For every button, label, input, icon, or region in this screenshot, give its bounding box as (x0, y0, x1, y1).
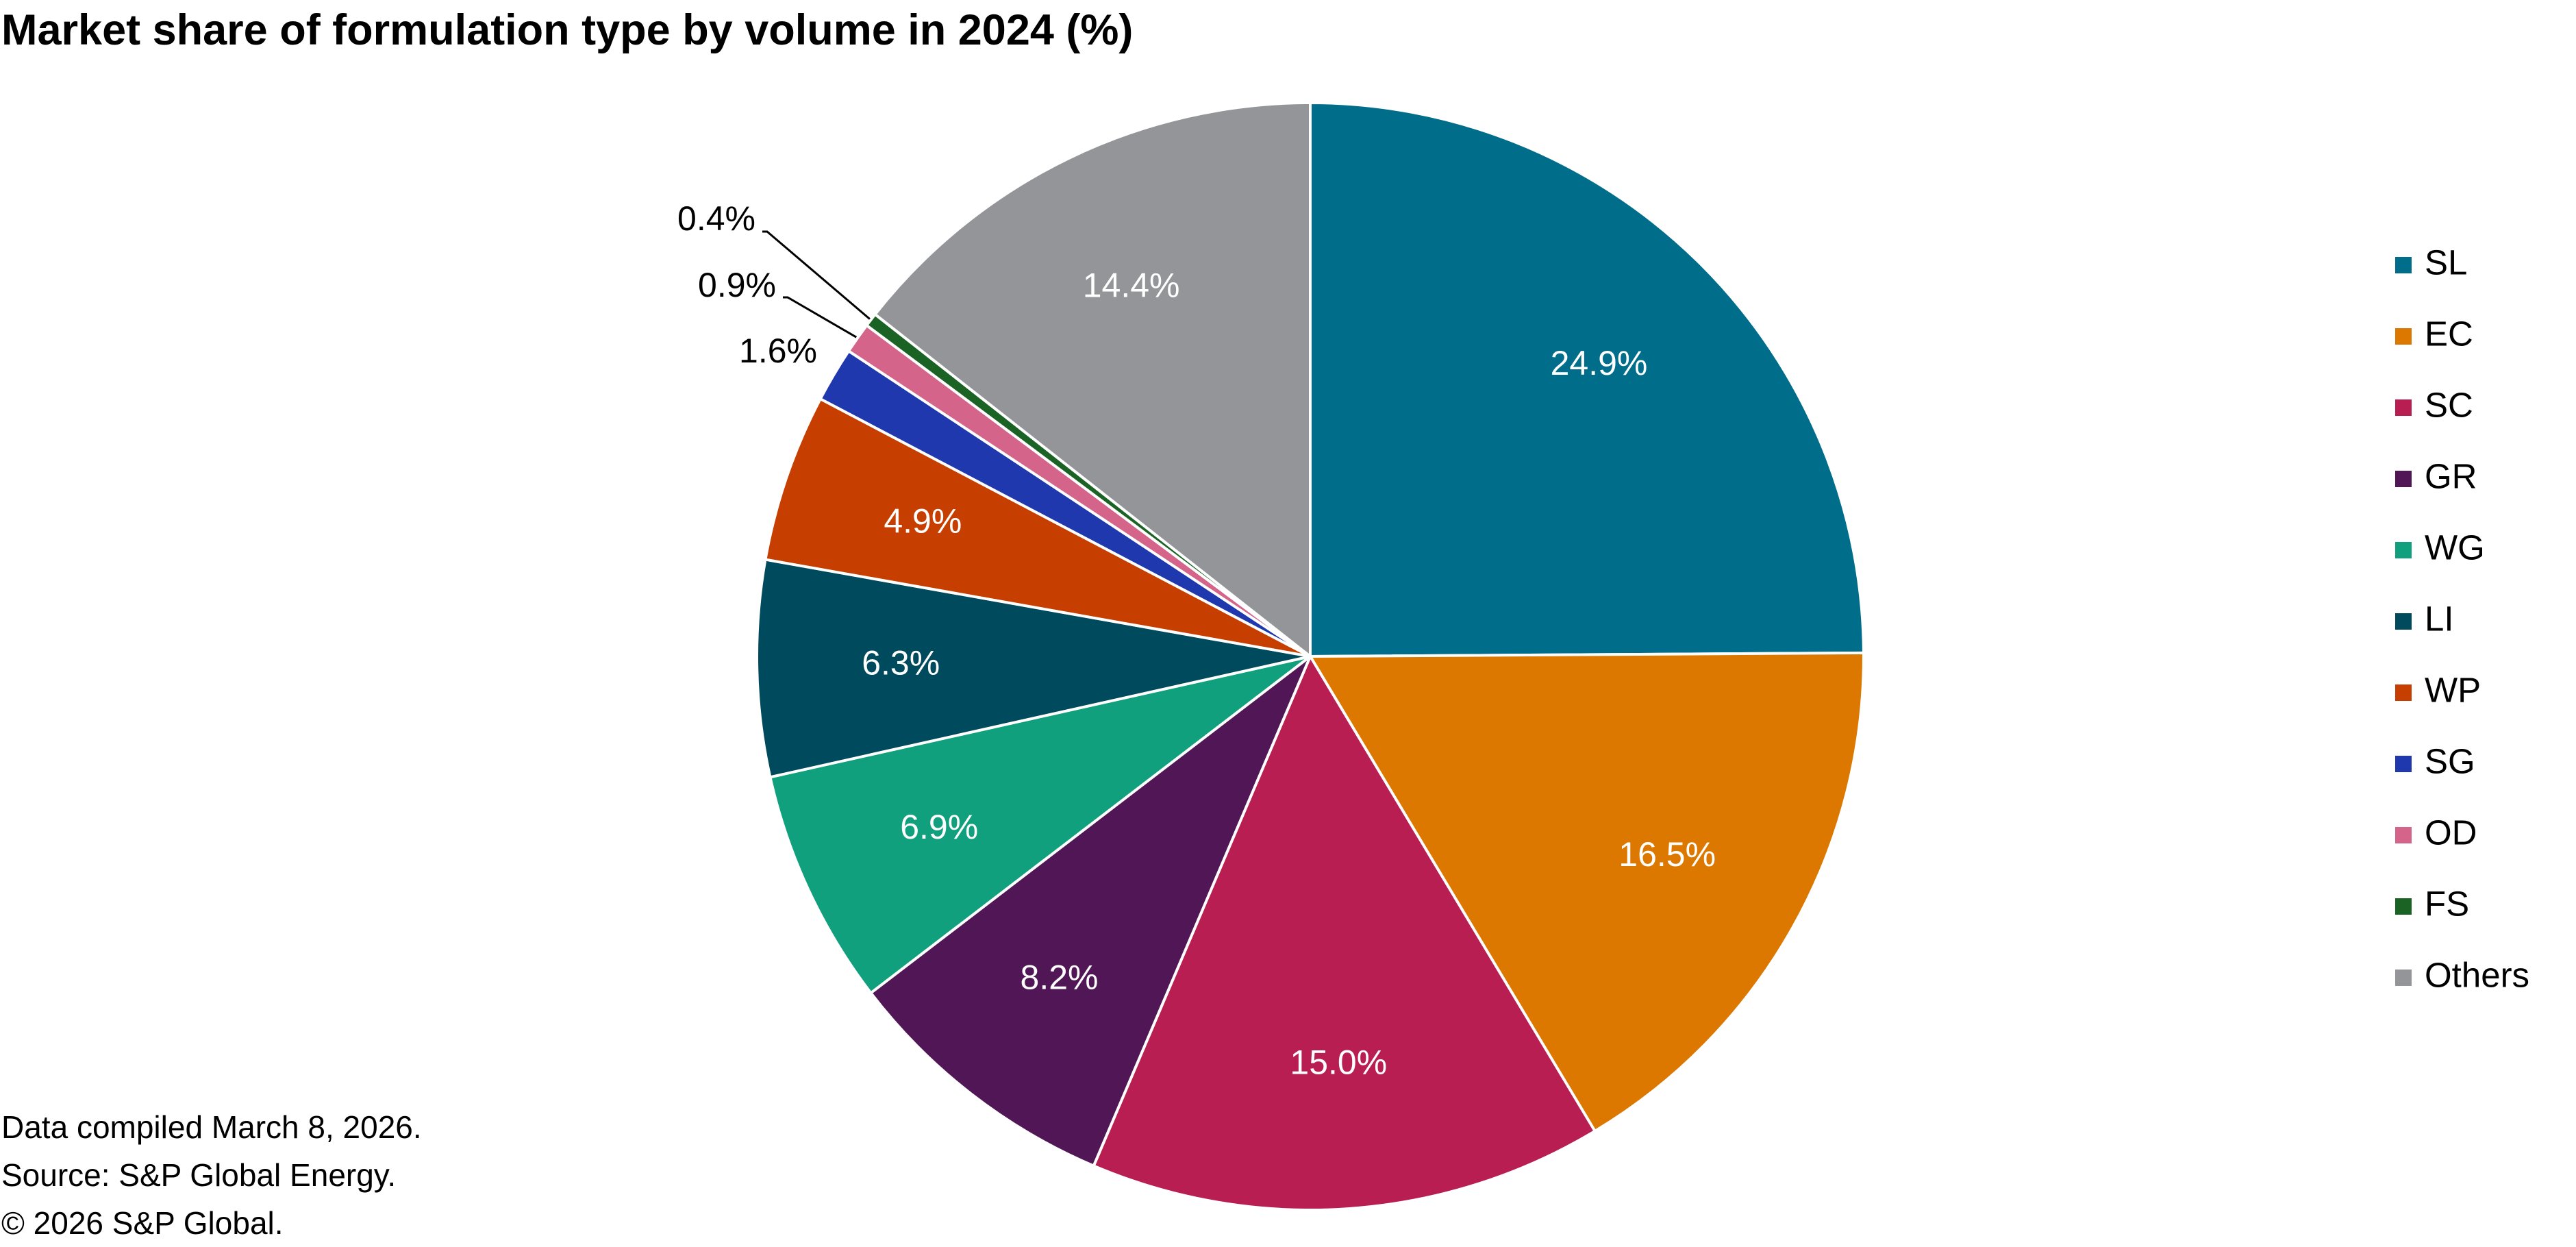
data-label-ec: 16.5% (1618, 835, 1716, 874)
data-label-fs: 0.4% (677, 199, 755, 238)
legend-item-ec: EC (2395, 314, 2473, 353)
data-label-li: 6.3% (862, 643, 940, 682)
legend-swatch-li (2395, 613, 2412, 630)
data-label-sg: 1.6% (739, 332, 817, 370)
legend-label-sl: SL (2425, 243, 2467, 282)
legend-swatch-gr (2395, 471, 2412, 487)
data-label-gr: 8.2% (1021, 959, 1099, 997)
legend-item-od: OD (2395, 813, 2477, 852)
legend-item-sc: SC (2395, 385, 2473, 424)
slice-sl (1309, 101, 1865, 658)
leader-line-od (783, 296, 858, 338)
legend-swatch-od (2395, 827, 2412, 843)
slice-sc (1092, 655, 1597, 1211)
pie-slices (755, 101, 1865, 1211)
legend-swatch-sl (2395, 257, 2412, 273)
legend-label-gr: GR (2425, 456, 2477, 495)
legend-item-wp: WP (2395, 670, 2481, 709)
legend-item-others: Others (2395, 955, 2529, 994)
legend-swatch-sc (2395, 399, 2412, 416)
data-label-od: 0.9% (698, 266, 776, 304)
leader-lines (762, 230, 871, 338)
legend-swatch-sg (2395, 756, 2412, 772)
legend-swatch-ec (2395, 328, 2412, 345)
legend-label-li: LI (2425, 599, 2454, 638)
data-label-sc: 15.0% (1290, 1044, 1387, 1082)
slice-ec (1309, 651, 1865, 1133)
legend-label-od: OD (2425, 813, 2477, 852)
data-label-others: 14.4% (1083, 266, 1180, 304)
leader-line-fs (762, 230, 871, 320)
legend-label-fs: FS (2425, 884, 2469, 923)
data-label-wp: 4.9% (884, 502, 962, 541)
slice-li (755, 558, 1312, 779)
legend-label-sc: SC (2425, 385, 2473, 424)
slice-wg (768, 655, 1312, 995)
legend-item-fs: FS (2395, 884, 2469, 923)
legend-label-others: Others (2425, 955, 2529, 994)
legend-swatch-wp (2395, 684, 2412, 701)
copyright-note: © 2026 S&P Global. (1, 1205, 284, 1241)
legend-item-gr: GR (2395, 456, 2477, 495)
data-label-wg: 6.9% (900, 808, 978, 846)
compiled-note: Data compiled March 8, 2026. (1, 1109, 422, 1145)
chart-footer: Data compiled March 8, 2026. Source: S&P… (1, 1103, 422, 1247)
chart-title: Market share of formulation type by volu… (1, 6, 1134, 54)
legend-swatch-others (2395, 970, 2412, 986)
data-labels: 24.9% 16.5% 15.0% 8.2% 6.9% 6.3% 4.9% 1.6% 0.9% 0… (677, 199, 1716, 1082)
slice-others (873, 101, 1312, 658)
legend-swatch-wg (2395, 542, 2412, 558)
legend-swatch-fs (2395, 898, 2412, 915)
slice-wp (764, 397, 1312, 658)
legend-label-wg: WG (2425, 528, 2485, 567)
slice-gr (869, 655, 1312, 1168)
legend-label-wp: WP (2425, 670, 2481, 709)
legend-label-ec: EC (2425, 314, 2473, 353)
legend-item-li: LI (2395, 599, 2454, 638)
source-note: Source: S&P Global Energy. (1, 1157, 397, 1193)
legend-item-wg: WG (2395, 528, 2485, 567)
legend-item-sg: SG (2395, 741, 2475, 780)
legend-item-sl: SL (2395, 243, 2467, 282)
legend-label-sg: SG (2425, 741, 2475, 780)
data-label-sl: 24.9% (1551, 344, 1648, 382)
legend: SL EC SC GR WG LI WP SG OD FS Others (2395, 243, 2529, 994)
